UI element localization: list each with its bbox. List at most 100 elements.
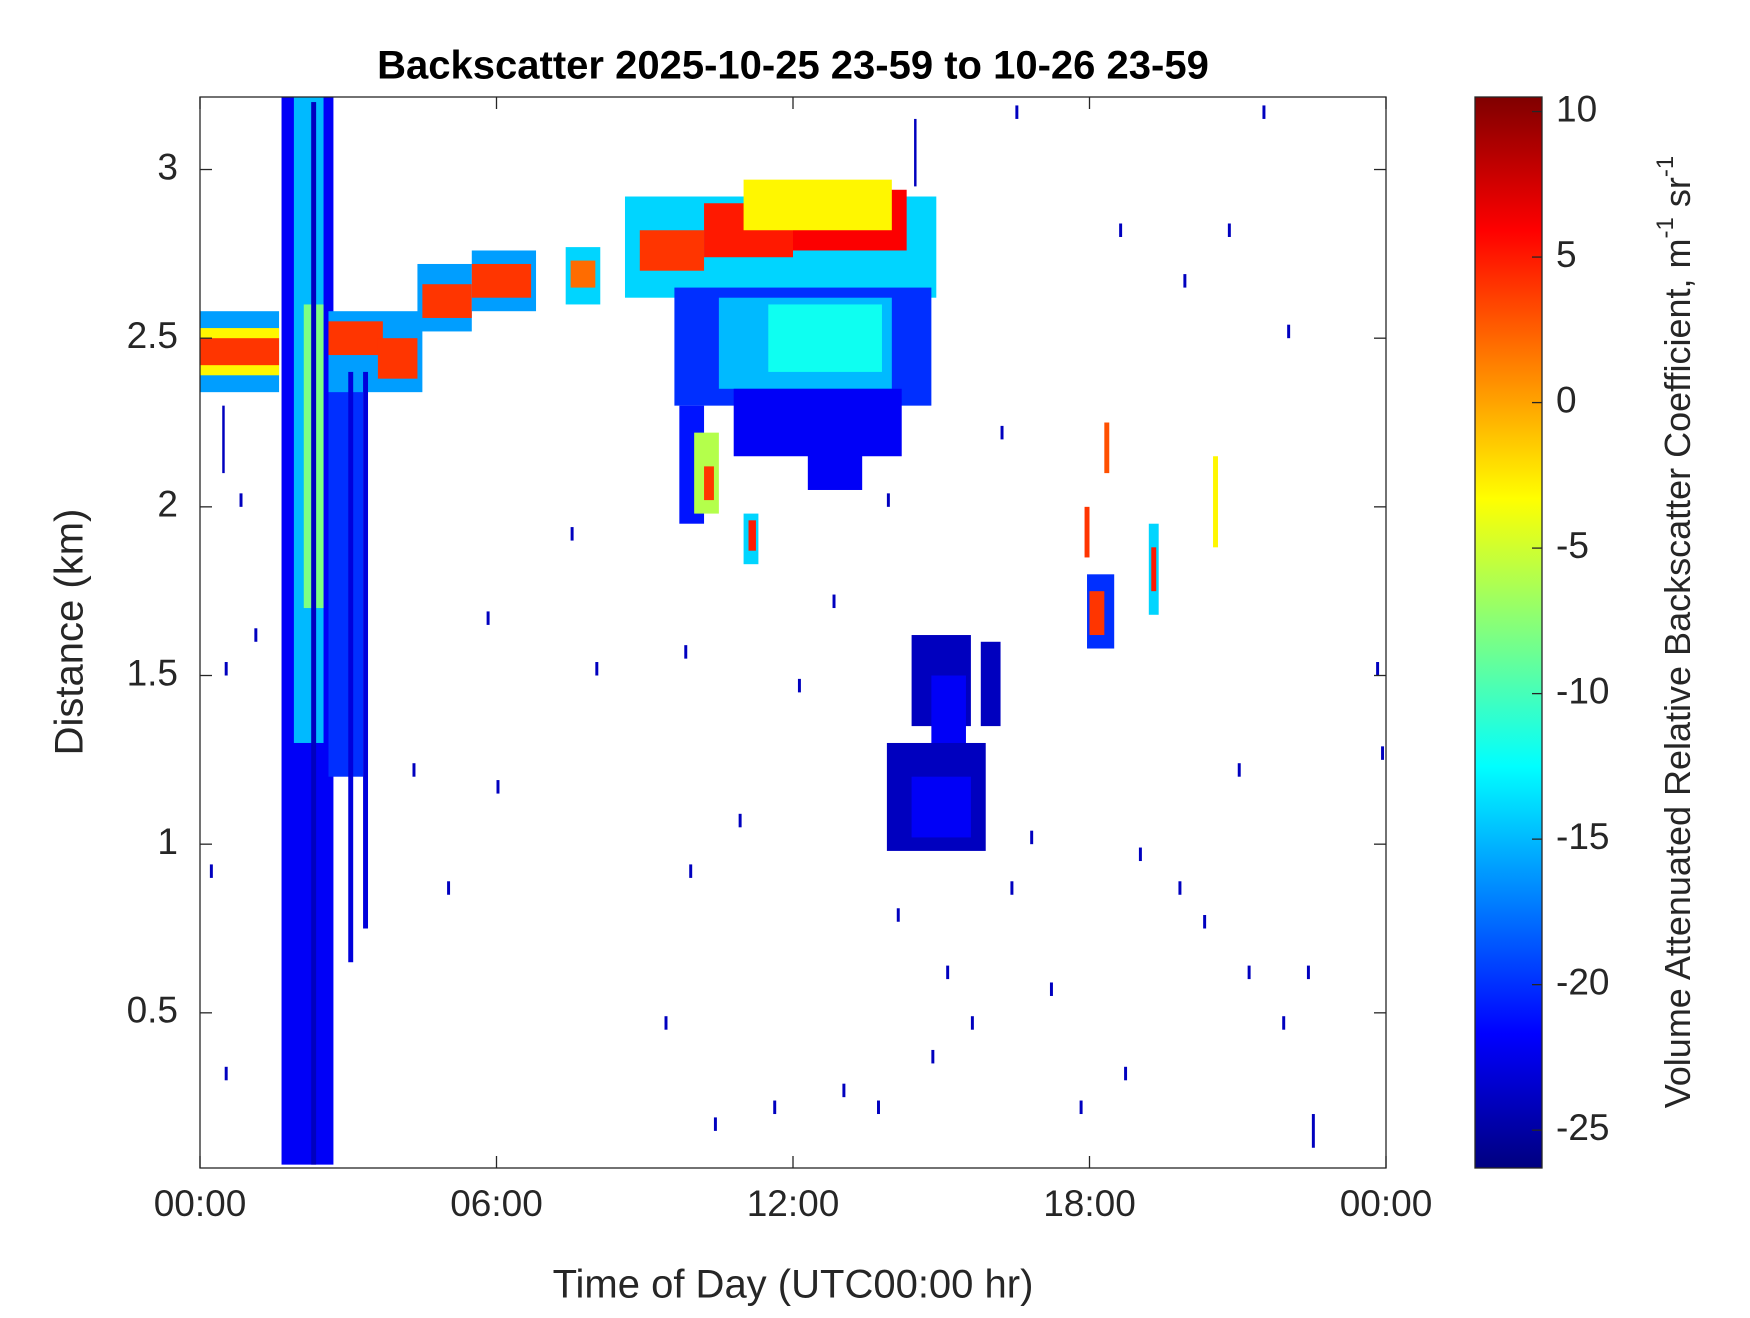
y-tick-label: 3 [157, 146, 178, 187]
colorbar-tick-label: -20 [1556, 961, 1609, 1002]
heatmap-cell [1247, 965, 1251, 980]
heatmap-cell [224, 662, 228, 676]
heatmap-cell [886, 493, 890, 507]
heatmap-cell [748, 520, 756, 551]
heatmap-cell [807, 439, 863, 490]
heatmap-cell [1079, 1100, 1083, 1115]
heatmap-cell [1227, 223, 1231, 237]
heatmap-cell [1203, 915, 1207, 929]
heatmap-cell [570, 260, 596, 288]
heatmap-cell [328, 321, 383, 356]
y-axis-label: Distance (km) [48, 509, 92, 756]
heatmap-cell [832, 594, 836, 609]
heatmap-cell [412, 763, 416, 777]
x-tick-label: 12:00 [747, 1183, 840, 1224]
colorbar-tick-label: -10 [1556, 670, 1609, 711]
heatmap-cells [200, 97, 1385, 1165]
heatmap-cell [1151, 547, 1157, 592]
heatmap-cell [1089, 591, 1105, 636]
heatmap-cell [1178, 881, 1182, 895]
heatmap-cell [970, 1016, 974, 1030]
heatmap-cell [743, 179, 892, 231]
heatmap-cell [1104, 422, 1110, 474]
heatmap-cell [684, 645, 688, 659]
heatmap-cell [1010, 881, 1014, 895]
heatmap-cell [980, 641, 1001, 727]
heatmap-cell [348, 371, 354, 963]
heatmap-cell [1183, 274, 1187, 288]
colorbar-tick-label: -25 [1556, 1107, 1609, 1148]
heatmap-cell [1287, 324, 1291, 339]
heatmap-cell [595, 662, 599, 676]
colorbar [1475, 97, 1542, 1168]
colorbar-tick-label: -15 [1556, 816, 1609, 857]
heatmap-cell [1049, 982, 1053, 996]
heatmap-cell [377, 338, 418, 379]
heatmap-cell [1306, 965, 1310, 980]
heatmap-cell [946, 965, 950, 980]
x-tick-label: 06:00 [450, 1183, 543, 1224]
heatmap-cell [1311, 1114, 1315, 1148]
heatmap-cell [496, 780, 500, 794]
heatmap-cell [931, 1049, 935, 1064]
x-tick-label: 00:00 [1340, 1183, 1433, 1224]
heatmap-cell [239, 493, 243, 507]
heatmap-cell [768, 304, 882, 372]
heatmap-cell [689, 864, 693, 878]
heatmap-cell [1015, 105, 1019, 119]
heatmap-cell [311, 102, 317, 1165]
heatmap-cell [1119, 223, 1123, 237]
heatmap-cell [1138, 847, 1142, 862]
heatmap-cell [797, 678, 801, 693]
y-tick-label: 0.5 [127, 990, 178, 1031]
colorbar-label-text: sr [1657, 177, 1698, 217]
y-tick-label: 2 [157, 484, 178, 525]
heatmap-cell [254, 628, 258, 642]
y-tick-label: 1 [157, 821, 178, 862]
heatmap-cell [1282, 1016, 1286, 1030]
x-tick-label: 00:00 [154, 1183, 247, 1224]
heatmap-cell [471, 263, 532, 298]
x-tick-label: 18:00 [1043, 1183, 1136, 1224]
colorbar-tick-label: 5 [1556, 234, 1577, 275]
colorbar-tick-label: 0 [1556, 379, 1577, 420]
heatmap-cell [209, 864, 213, 878]
heatmap-cell [664, 1016, 668, 1030]
colorbar-label-text: Volume Attenuated Relative Backscatter C… [1657, 238, 1698, 1108]
heatmap-cell [1030, 830, 1034, 845]
heatmap-cell [1381, 746, 1385, 760]
colorbar-tick-label: -5 [1556, 525, 1589, 566]
colorbar-tick-label: 10 [1556, 88, 1597, 129]
heatmap-cell [222, 405, 225, 474]
heatmap-cell [1124, 1066, 1128, 1081]
heatmap-cell [877, 1100, 880, 1115]
heatmap-cell [224, 1066, 228, 1081]
heatmap-cell [738, 813, 742, 828]
heatmap-cell [486, 611, 490, 625]
heatmap-cell [914, 118, 917, 187]
heatmap-cell [570, 527, 574, 541]
y-tick-label: 2.5 [127, 315, 178, 356]
heatmap-cell [896, 908, 900, 922]
heatmap-cell [1262, 105, 1266, 119]
heatmap-cell [639, 230, 705, 271]
heatmap-cell [363, 371, 369, 929]
heatmap-cell [1084, 506, 1090, 558]
heatmap-cell [1376, 662, 1380, 676]
heatmap-cell [713, 1117, 717, 1131]
colorbar-frame [1474, 96, 1543, 1169]
heatmap-cell [447, 881, 451, 895]
heatmap-cell [1000, 425, 1004, 440]
heatmap-cell [911, 776, 971, 838]
chart-title: Backscatter 2025-10-25 23-59 to 10-26 23… [377, 44, 1209, 88]
x-axis-label: Time of Day (UTC00:00 hr) [553, 1263, 1034, 1307]
heatmap-cell [1237, 763, 1241, 777]
heatmap-cell [1213, 456, 1218, 548]
colorbar-label-sup: -1 [1652, 217, 1679, 238]
heatmap-cell [422, 284, 472, 318]
heatmap-cell [200, 338, 280, 366]
y-tick-label: 1.5 [127, 652, 178, 693]
colorbar-label: Volume Attenuated Relative Backscatter C… [1652, 156, 1698, 1109]
heatmap-cell [842, 1083, 846, 1098]
